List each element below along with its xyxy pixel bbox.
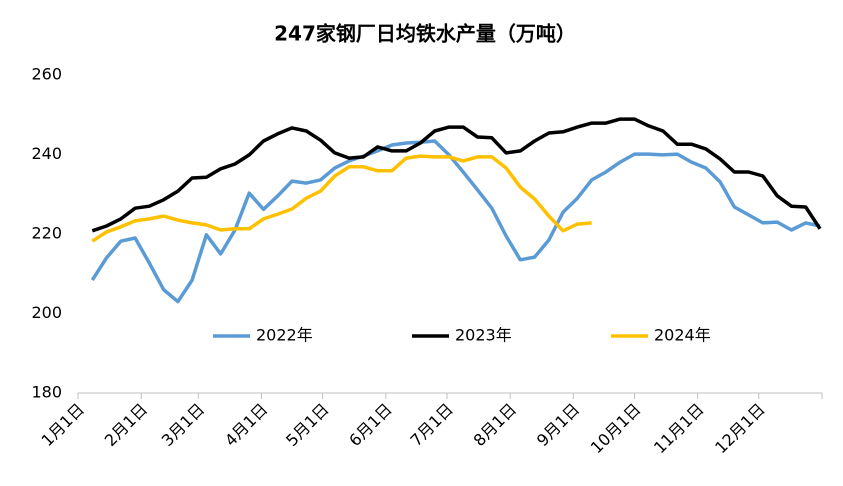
series-line bbox=[91, 154, 592, 243]
chart-title: 247家钢厂日均铁水产量（万吨） bbox=[274, 22, 576, 46]
legend-label: 2024年 bbox=[654, 326, 711, 345]
y-tick-label: 180 bbox=[31, 383, 62, 402]
y-tick-label: 200 bbox=[31, 303, 62, 322]
x-tick-label: 12月1日 bbox=[711, 400, 769, 458]
x-tick-label: 1月1日 bbox=[38, 400, 88, 450]
x-tick-label: 7月1日 bbox=[406, 400, 456, 450]
series-line bbox=[90, 139, 821, 304]
x-tick-label: 9月1日 bbox=[533, 400, 583, 450]
y-tick-label: 220 bbox=[31, 224, 62, 243]
legend-label: 2023年 bbox=[455, 326, 512, 345]
series-line bbox=[91, 117, 822, 233]
x-tick-label: 2月1日 bbox=[101, 400, 151, 450]
x-tick-label: 6月1日 bbox=[345, 400, 395, 450]
x-tick-label: 8月1日 bbox=[470, 400, 520, 450]
x-tick-label: 11月1日 bbox=[650, 400, 708, 458]
legend-label: 2022年 bbox=[256, 326, 313, 345]
y-tick-label: 260 bbox=[31, 65, 62, 84]
x-tick-label: 4月1日 bbox=[221, 400, 271, 450]
y-tick-label: 240 bbox=[31, 144, 62, 163]
x-tick-label: 10月1日 bbox=[587, 400, 645, 458]
x-tick-label: 3月1日 bbox=[158, 400, 208, 450]
x-tick-label: 5月1日 bbox=[282, 400, 332, 450]
